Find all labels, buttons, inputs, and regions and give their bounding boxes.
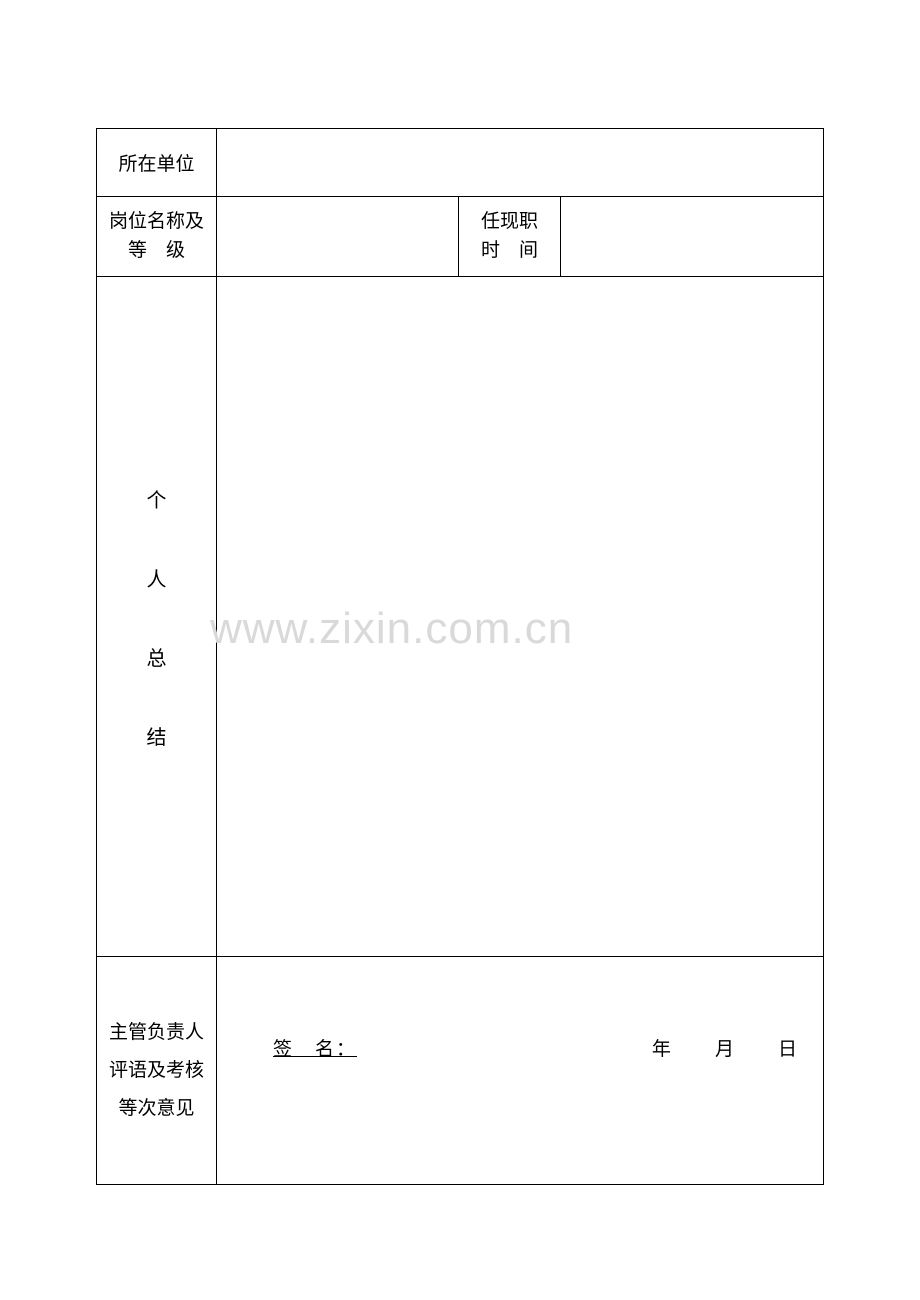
label-supervisor-opinion: 主管负责人 评语及考核 等次意见: [97, 957, 217, 1185]
label-position-line2: 等 级: [97, 237, 216, 266]
value-position[interactable]: [217, 197, 459, 277]
row-summary: 个 人 总 结: [97, 277, 824, 957]
label-position-line1: 岗位名称及: [97, 208, 216, 237]
evaluation-form-table: 所在单位 岗位名称及 等 级 任现职 时 间 个 人 总 结: [96, 128, 824, 1185]
label-unit-text: 所在单位: [118, 154, 194, 175]
date-day: 日: [778, 1039, 799, 1060]
value-personal-summary[interactable]: [217, 277, 824, 957]
summary-char-3: 总: [147, 642, 167, 671]
supervisor-line2: 评语及考核: [97, 1052, 216, 1090]
value-supervisor-opinion[interactable]: 签 名： 年 月 日: [217, 957, 824, 1185]
label-appointment-line2: 时 间: [459, 237, 560, 266]
row-unit: 所在单位: [97, 129, 824, 197]
value-appointment-time[interactable]: [561, 197, 824, 277]
label-appointment-line1: 任现职: [459, 208, 560, 237]
summary-char-2: 人: [147, 563, 167, 592]
row-supervisor-opinion: 主管负责人 评语及考核 等次意见 签 名： 年 月 日: [97, 957, 824, 1185]
summary-char-1: 个: [147, 484, 167, 513]
label-personal-summary: 个 人 总 结: [97, 277, 217, 957]
supervisor-line3: 等次意见: [97, 1090, 216, 1128]
label-position: 岗位名称及 等 级: [97, 197, 217, 277]
date-year: 年: [652, 1039, 673, 1060]
date-fields: 年 月 日: [652, 1034, 799, 1061]
label-unit: 所在单位: [97, 129, 217, 197]
summary-char-4: 结: [147, 721, 167, 750]
value-unit[interactable]: [217, 129, 824, 197]
row-position: 岗位名称及 等 级 任现职 时 间: [97, 197, 824, 277]
label-appointment-time: 任现职 时 间: [459, 197, 561, 277]
date-month: 月: [715, 1039, 736, 1060]
supervisor-line1: 主管负责人: [97, 1014, 216, 1052]
